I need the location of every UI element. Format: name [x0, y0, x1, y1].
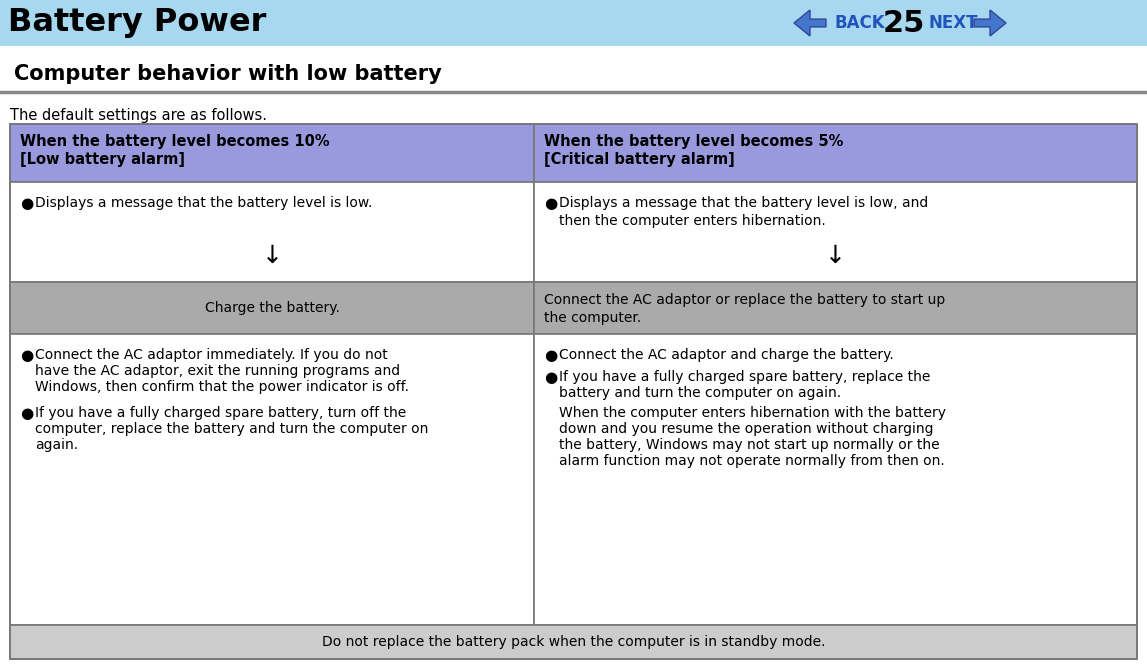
Text: When the battery level becomes 10%: When the battery level becomes 10%: [19, 134, 329, 149]
Bar: [535, 182, 1137, 282]
Polygon shape: [974, 10, 1006, 36]
Bar: [0, 0, 1147, 46]
Text: Displays a message that the battery level is low.: Displays a message that the battery leve…: [36, 196, 373, 210]
Text: If you have a fully charged spare battery, replace the: If you have a fully charged spare batter…: [559, 370, 930, 384]
Text: Connect the AC adaptor immediately. If you do not: Connect the AC adaptor immediately. If y…: [36, 348, 388, 362]
Text: Connect the AC adaptor and charge the battery.: Connect the AC adaptor and charge the ba…: [559, 348, 894, 362]
Text: [Critical battery alarm]: [Critical battery alarm]: [544, 152, 735, 167]
Text: alarm function may not operate normally from then on.: alarm function may not operate normally …: [559, 454, 945, 468]
Bar: [535, 334, 1137, 625]
Text: ●: ●: [544, 370, 557, 385]
Text: Connect the AC adaptor or replace the battery to start up: Connect the AC adaptor or replace the ba…: [544, 293, 945, 307]
Text: then the computer enters hibernation.: then the computer enters hibernation.: [559, 214, 826, 228]
Text: battery and turn the computer on again.: battery and turn the computer on again.: [559, 386, 841, 400]
Polygon shape: [794, 10, 826, 36]
Bar: [10, 182, 535, 282]
Text: The default settings are as follows.: The default settings are as follows.: [10, 108, 267, 123]
Text: Windows, then confirm that the power indicator is off.: Windows, then confirm that the power ind…: [36, 380, 409, 394]
Text: ●: ●: [19, 196, 33, 211]
Text: ●: ●: [544, 196, 557, 211]
Text: computer, replace the battery and turn the computer on: computer, replace the battery and turn t…: [36, 422, 428, 436]
Bar: [10, 124, 1137, 659]
Bar: [535, 282, 1137, 334]
Text: Charge the battery.: Charge the battery.: [204, 301, 340, 315]
Bar: [535, 124, 1137, 182]
Text: ●: ●: [19, 406, 33, 421]
Text: the battery, Windows may not start up normally or the: the battery, Windows may not start up no…: [559, 438, 939, 452]
Bar: [10, 334, 535, 625]
Text: If you have a fully charged spare battery, turn off the: If you have a fully charged spare batter…: [36, 406, 406, 420]
Text: the computer.: the computer.: [544, 311, 641, 325]
Text: ↓: ↓: [262, 244, 282, 268]
Text: 25: 25: [883, 9, 926, 37]
Text: When the computer enters hibernation with the battery: When the computer enters hibernation wit…: [559, 406, 946, 420]
Text: Battery Power: Battery Power: [8, 7, 266, 39]
Text: ●: ●: [19, 348, 33, 363]
Text: BACK: BACK: [834, 14, 884, 32]
Text: [Low battery alarm]: [Low battery alarm]: [19, 152, 185, 167]
Text: When the battery level becomes 5%: When the battery level becomes 5%: [544, 134, 843, 149]
Text: again.: again.: [36, 438, 78, 452]
Bar: [10, 625, 1137, 659]
Text: Do not replace the battery pack when the computer is in standby mode.: Do not replace the battery pack when the…: [322, 635, 825, 649]
Bar: [10, 124, 535, 182]
Text: ●: ●: [544, 348, 557, 363]
Text: have the AC adaptor, exit the running programs and: have the AC adaptor, exit the running pr…: [36, 364, 400, 378]
Text: ↓: ↓: [825, 244, 846, 268]
Text: Displays a message that the battery level is low, and: Displays a message that the battery leve…: [559, 196, 928, 210]
Text: NEXT: NEXT: [928, 14, 977, 32]
Text: Computer behavior with low battery: Computer behavior with low battery: [14, 64, 442, 84]
Text: down and you resume the operation without charging: down and you resume the operation withou…: [559, 422, 934, 436]
Bar: [10, 282, 535, 334]
